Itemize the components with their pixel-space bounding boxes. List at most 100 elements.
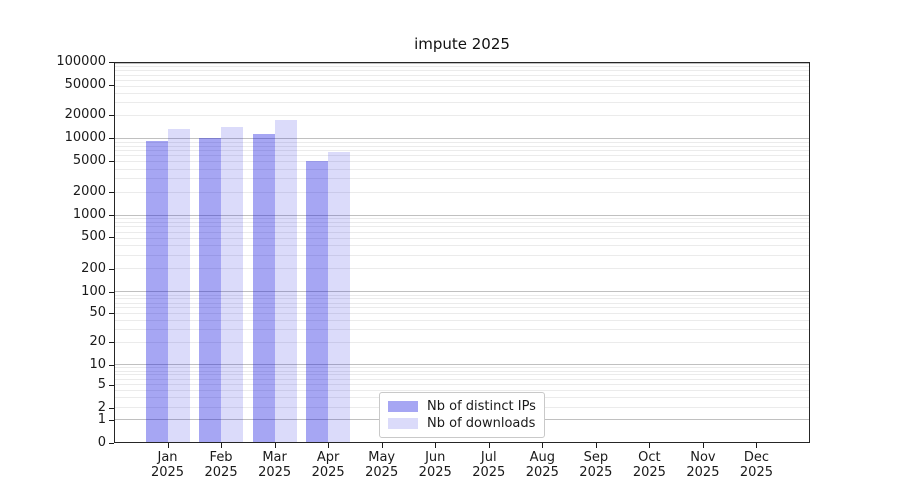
gridline-minor-300	[115, 254, 809, 256]
y-tick-mark-10000	[109, 137, 114, 139]
y-tick-label-50000: 50000	[64, 77, 106, 92]
y-tick-mark-10	[109, 365, 114, 366]
x-tick-month: Nov	[690, 450, 716, 465]
x-tick-year: 2025	[525, 465, 559, 480]
x-tick-month: Mar	[262, 450, 287, 465]
legend-label-distinct-ips: Nb of distinct IPs	[427, 399, 536, 414]
x-tick-month: Feb	[209, 450, 233, 465]
gridline-minor-4000	[115, 168, 809, 170]
gridline-minor-400	[115, 245, 809, 247]
x-tick-label-apr: Apr 2025	[293, 450, 363, 480]
gridline-minor-500	[115, 237, 809, 239]
x-tick-year: 2025	[258, 465, 292, 480]
legend-item-distinct-ips: Nb of distinct IPs	[388, 399, 536, 414]
x-tick-month: Apr	[316, 450, 340, 465]
x-tick-mark-dec	[756, 443, 758, 448]
x-tick-mark-jun	[435, 443, 437, 448]
y-tick-label-500: 500	[81, 229, 106, 245]
gridline-minor-9000	[115, 141, 809, 143]
y-tick-mark-5	[109, 384, 114, 386]
bar-downloads-mar	[274, 120, 297, 442]
y-tick-label-1: 1	[97, 411, 106, 427]
y-tick-mark-20000	[109, 114, 114, 116]
gridline-minor-700	[115, 226, 809, 228]
y-tick-mark-2000	[109, 191, 114, 193]
gridline-major-10	[115, 364, 809, 366]
gridline-minor-600	[115, 231, 809, 233]
x-tick-label-jan: Jan 2025	[133, 450, 203, 480]
x-tick-year: 2025	[579, 465, 613, 480]
bar-downloads-apr	[328, 151, 351, 442]
gridline-minor-900	[115, 218, 809, 220]
gridline-major-100	[115, 291, 809, 293]
x-tick-label-aug: Aug 2025	[507, 450, 577, 480]
gridline-minor-70000	[115, 74, 809, 76]
x-tick-year: 2025	[150, 465, 185, 480]
y-tick-mark-100	[109, 291, 114, 293]
bar-distinct-ips-jan	[145, 140, 168, 442]
y-tick-label-2: 2	[97, 399, 106, 415]
y-tick-label-50: 50	[89, 305, 106, 321]
y-tick-mark-500	[109, 237, 114, 239]
gridline-minor-6	[115, 378, 809, 380]
x-tick-year: 2025	[311, 465, 345, 480]
x-tick-month: Jul	[480, 450, 497, 465]
x-tick-mark-jul	[488, 443, 490, 448]
gridline-minor-7	[115, 374, 809, 376]
gridline-minor-90	[115, 294, 809, 296]
gridline-minor-60000	[115, 79, 809, 81]
y-tick-label-10: 10	[89, 357, 106, 372]
gridline-minor-40	[115, 320, 809, 322]
x-tick-month: May	[368, 450, 396, 465]
x-tick-mark-aug	[542, 443, 544, 448]
bar-downloads-feb	[221, 127, 244, 442]
x-tick-year: 2025	[632, 465, 666, 480]
x-tick-label-sep: Sep 2025	[561, 450, 631, 480]
gridline-minor-30	[115, 328, 809, 330]
y-tick-mark-200	[109, 268, 114, 270]
bar-downloads-jan	[167, 128, 190, 442]
y-tick-label-5000: 5000	[72, 152, 106, 168]
y-tick-label-10000: 10000	[64, 129, 106, 145]
gridline-major-10000	[115, 138, 809, 140]
gridline-minor-6000	[115, 155, 809, 157]
y-tick-label-20000: 20000	[64, 106, 106, 122]
gridline-minor-60	[115, 307, 809, 309]
y-tick-label-200: 200	[81, 260, 106, 276]
y-tick-mark-1000	[109, 214, 114, 216]
x-tick-year: 2025	[686, 465, 720, 480]
gridline-minor-200	[115, 268, 809, 270]
gridline-major-100000	[115, 63, 809, 64]
gridline-minor-9	[115, 367, 809, 369]
legend-swatch-distinct-ips	[388, 401, 418, 412]
bar-distinct-ips-apr	[306, 161, 329, 442]
gridline-minor-20000	[115, 115, 809, 117]
y-tick-label-2000: 2000	[72, 183, 106, 199]
y-tick-label-0: 0	[97, 435, 106, 450]
gridline-minor-5	[115, 383, 809, 385]
x-tick-mark-mar	[274, 443, 276, 448]
gridline-minor-30000	[115, 102, 809, 104]
x-tick-year: 2025	[365, 465, 399, 480]
y-tick-mark-2	[109, 407, 114, 409]
x-tick-mark-nov	[702, 443, 704, 448]
x-tick-label-mar: Mar 2025	[240, 450, 310, 480]
x-tick-year: 2025	[739, 465, 773, 480]
x-tick-mark-feb	[221, 443, 223, 448]
x-tick-label-feb: Feb 2025	[186, 450, 256, 480]
x-tick-year: 2025	[418, 465, 452, 480]
gridline-minor-20	[115, 341, 809, 343]
y-tick-mark-50	[109, 313, 114, 315]
y-tick-mark-0	[109, 443, 114, 444]
plot-area: Nb of distinct IPs Nb of downloads	[114, 62, 810, 443]
y-tick-label-5: 5	[97, 376, 106, 392]
y-tick-mark-1	[109, 419, 114, 421]
legend: Nb of distinct IPs Nb of downloads	[379, 392, 545, 438]
bar-distinct-ips-feb	[199, 137, 222, 442]
gridline-minor-5000	[115, 161, 809, 163]
y-tick-mark-20	[109, 341, 114, 343]
x-tick-month: Sep	[583, 450, 609, 465]
gridline-minor-800	[115, 222, 809, 224]
x-tick-mark-jan	[167, 443, 169, 448]
x-tick-label-may: May 2025	[347, 450, 417, 480]
